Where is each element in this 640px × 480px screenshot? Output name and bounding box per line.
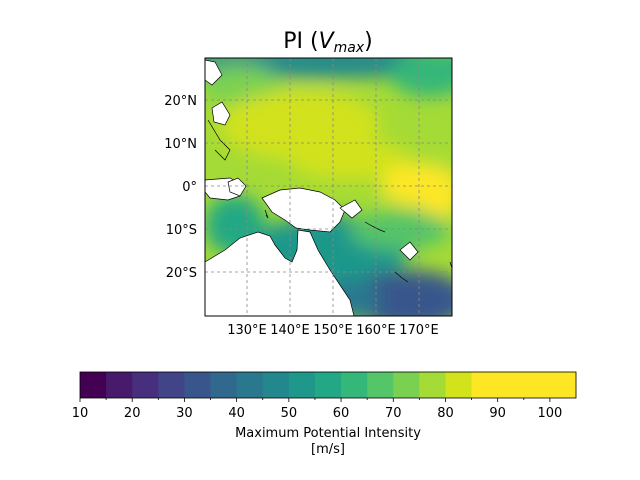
philippines-south — [211, 101, 231, 126]
colorbar-cell — [445, 372, 473, 398]
colorbar-cell — [158, 372, 185, 398]
colorbar: 10 20 30 40 50 60 70 80 90 100 Maximum Potential … — [72, 371, 577, 457]
colorbar-tick-label: 30 — [176, 406, 193, 421]
colorbar-cell — [367, 372, 394, 398]
colorbar-cell — [471, 372, 499, 398]
colorbar-cell — [549, 372, 577, 398]
map-title: PI (Vmax) — [283, 29, 373, 56]
lat-tick-labels: 20°N 10°N 0° 10°S 20°S — [164, 94, 197, 281]
colorbar-cell — [497, 372, 525, 398]
lat-tick-10s: 10°S — [166, 223, 197, 238]
colorbar-tick-label: 50 — [281, 406, 298, 421]
solomon-patch — [339, 199, 363, 219]
lon-tick-130e: 130°E — [227, 323, 267, 338]
colorbar-tick-label: 90 — [489, 406, 506, 421]
colorbar-cell — [184, 372, 212, 398]
colorbar-cell — [288, 372, 316, 398]
lat-tick-0: 0° — [182, 180, 197, 195]
colorbar-tick-label: 100 — [537, 406, 562, 421]
colorbar-tick-label: 20 — [124, 406, 141, 421]
philippines — [205, 59, 223, 86]
colorbar-cell — [419, 372, 446, 398]
lon-tick-160e: 160°E — [356, 323, 396, 338]
new-guinea — [261, 187, 346, 233]
colorbar-unit: [m/s] — [311, 442, 345, 457]
colorbar-cell — [314, 372, 342, 398]
lat-tick-20s: 20°S — [166, 266, 197, 281]
colorbar-cell — [523, 372, 551, 398]
map-panel — [205, 58, 452, 316]
lon-tick-170e: 170°E — [399, 323, 439, 338]
lat-tick-10n: 10°N — [164, 137, 197, 152]
colorbar-tick-label: 10 — [72, 406, 89, 421]
gridlines — [205, 58, 452, 316]
vanuatu-patch — [399, 241, 419, 261]
colorbar-cell — [132, 372, 159, 398]
colorbar-tick-labels: 10 20 30 40 50 60 70 80 90 100 — [72, 406, 563, 421]
colorbar-tick-label: 60 — [333, 406, 350, 421]
lon-tick-150e: 150°E — [313, 323, 353, 338]
colorbar-tick-label: 40 — [228, 406, 245, 421]
land-mask — [205, 59, 419, 316]
colorbar-cell — [393, 372, 420, 398]
colorbar-cells — [80, 372, 577, 398]
colorbar-frame — [79, 371, 577, 399]
colorbar-cell — [341, 372, 368, 398]
australia — [205, 229, 355, 316]
colorbar-cell — [106, 372, 133, 398]
lat-tick-20n: 20°N — [164, 94, 197, 109]
sulawesi-patch — [227, 177, 247, 197]
colorbar-cell — [236, 372, 264, 398]
colorbar-tick-label: 80 — [437, 406, 454, 421]
lon-tick-labels: 130°E 140°E 150°E 160°E 170°E — [227, 323, 439, 338]
colorbar-cell — [262, 372, 290, 398]
map-frame — [204, 57, 453, 317]
colorbar-tick-label: 70 — [385, 406, 402, 421]
lon-tick-140e: 140°E — [270, 323, 310, 338]
colorbar-label: Maximum Potential Intensity — [235, 426, 421, 441]
colorbar-ticks — [79, 398, 551, 402]
colorbar-cell — [210, 372, 238, 398]
colorbar-cell — [80, 372, 107, 398]
